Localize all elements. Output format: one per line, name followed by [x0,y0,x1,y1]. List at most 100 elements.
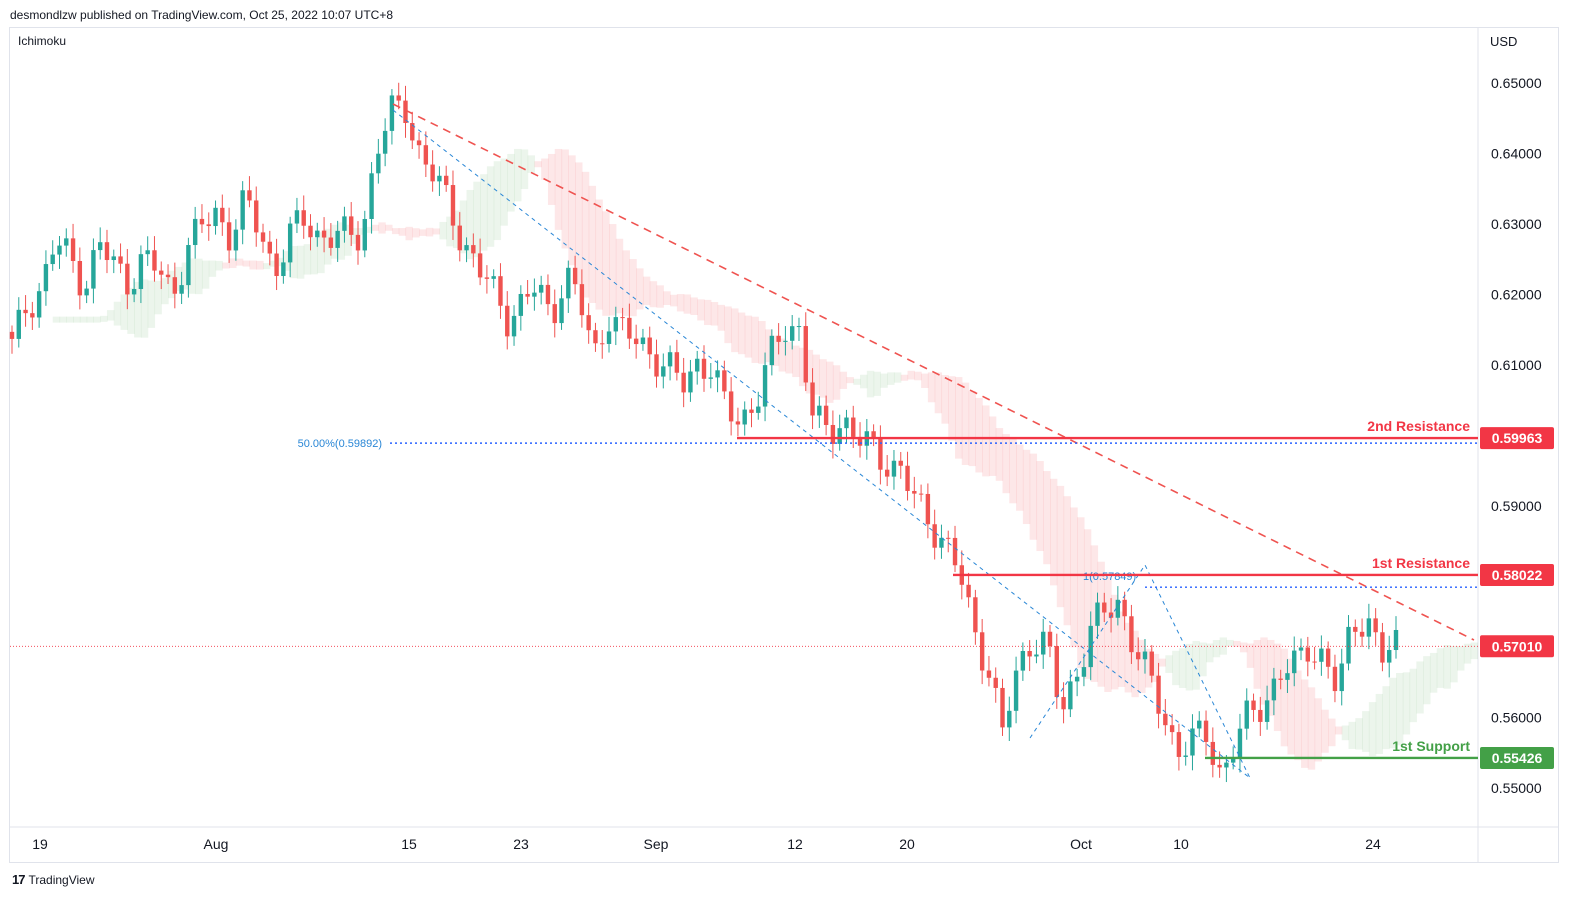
candle-body[interactable] [152,250,157,271]
candle-body[interactable] [84,288,89,296]
candle-body[interactable] [281,262,286,277]
candle-body[interactable] [762,365,768,407]
candle-body[interactable] [342,216,347,231]
candle-body[interactable] [118,256,123,264]
candle-body[interactable] [450,185,456,226]
candle-body[interactable] [979,632,985,671]
indicator-label[interactable]: Ichimoku [18,34,67,48]
candle-body[interactable] [294,210,300,224]
candle-body[interactable] [1142,651,1148,660]
candle-body[interactable] [1271,678,1277,701]
candle-body[interactable] [552,304,557,324]
candle-body[interactable] [349,216,354,235]
candle-body[interactable] [1366,618,1372,637]
candle-body[interactable] [661,366,666,377]
candle-body[interactable] [1115,599,1121,618]
candle-body[interactable] [600,343,605,345]
candle-body[interactable] [1305,647,1311,662]
candle-body[interactable] [532,292,537,297]
candle-body[interactable] [1197,720,1202,729]
candle-body[interactable] [30,313,35,318]
candle-body[interactable] [43,264,49,292]
candle-body[interactable] [1034,654,1039,657]
candle-body[interactable] [57,245,62,255]
candle-body[interactable] [125,263,130,295]
candle-body[interactable] [627,317,632,339]
candle-body[interactable] [742,409,747,425]
candle-body[interactable] [1203,720,1209,742]
candle-body[interactable] [457,225,462,251]
candle-body[interactable] [1325,648,1331,667]
candle-body[interactable] [946,537,951,539]
candle-body[interactable] [267,241,273,254]
candle-body[interactable] [403,100,408,124]
candle-body[interactable] [213,207,218,227]
candle-body[interactable] [389,95,395,131]
candle-body[interactable] [335,230,340,248]
candle-body[interactable] [287,223,293,263]
candle-body[interactable] [912,490,917,494]
candle-body[interactable] [593,330,598,344]
candle-body[interactable] [722,370,727,392]
candle-body[interactable] [1353,626,1358,632]
candle-body[interactable] [1387,650,1392,663]
candle-body[interactable] [559,298,564,324]
candle-body[interactable] [1095,602,1100,626]
candle-body[interactable] [477,253,483,278]
candle-body[interactable] [315,230,320,238]
candle-body[interactable] [1264,700,1270,722]
candle-body[interactable] [572,267,578,285]
candle-body[interactable] [1210,741,1216,765]
candle-body[interactable] [783,340,788,342]
candle-body[interactable] [851,417,856,437]
candle-body[interactable] [416,140,422,146]
candle-body[interactable] [1224,762,1229,768]
candle-body[interactable] [260,232,266,242]
candle-body[interactable] [1298,647,1304,651]
candle-body[interactable] [606,331,612,344]
candle-body[interactable] [925,493,931,525]
candle-body[interactable] [1183,755,1188,757]
candle-body[interactable] [423,145,429,165]
candle-body[interactable] [1129,616,1134,653]
candle-body[interactable] [769,335,775,366]
candle-body[interactable] [681,372,686,393]
candle-body[interactable] [1000,687,1005,728]
candle-body[interactable] [932,524,937,548]
candle-body[interactable] [898,460,903,466]
candle-body[interactable] [104,242,110,261]
candle-body[interactable] [186,245,191,286]
candle-body[interactable] [1156,675,1161,714]
candle-body[interactable] [1068,681,1073,710]
candle-body[interactable] [986,670,992,678]
candle-body[interactable] [830,424,836,444]
fib-trend-line[interactable] [392,109,1251,779]
candle-body[interactable] [396,95,401,101]
candle-body[interactable] [973,597,978,633]
candle-body[interactable] [640,337,646,345]
candle-body[interactable] [376,153,381,174]
candle-body[interactable] [1319,648,1324,662]
candle-body[interactable] [918,493,924,495]
candle-body[interactable] [1332,666,1338,692]
candle-body[interactable] [695,358,700,372]
candle-body[interactable] [382,130,388,154]
candle-body[interactable] [1244,700,1249,729]
candle-body[interactable] [1041,631,1046,655]
candle-body[interactable] [1020,650,1026,671]
candle-body[interactable] [1013,670,1019,711]
candle-body[interactable] [254,200,259,233]
candle-body[interactable] [484,277,490,279]
candle-body[interactable] [803,326,808,383]
candle-body[interactable] [70,238,76,261]
candle-body[interactable] [735,421,741,425]
candle-body[interactable] [1007,710,1012,728]
candle-body[interactable] [1373,618,1378,633]
candle-body[interactable] [993,677,998,688]
candle-body[interactable] [647,337,652,355]
candle-body[interactable] [701,358,707,379]
candle-body[interactable] [308,225,313,238]
candle-body[interactable] [355,234,361,251]
candle-body[interactable] [579,284,585,316]
